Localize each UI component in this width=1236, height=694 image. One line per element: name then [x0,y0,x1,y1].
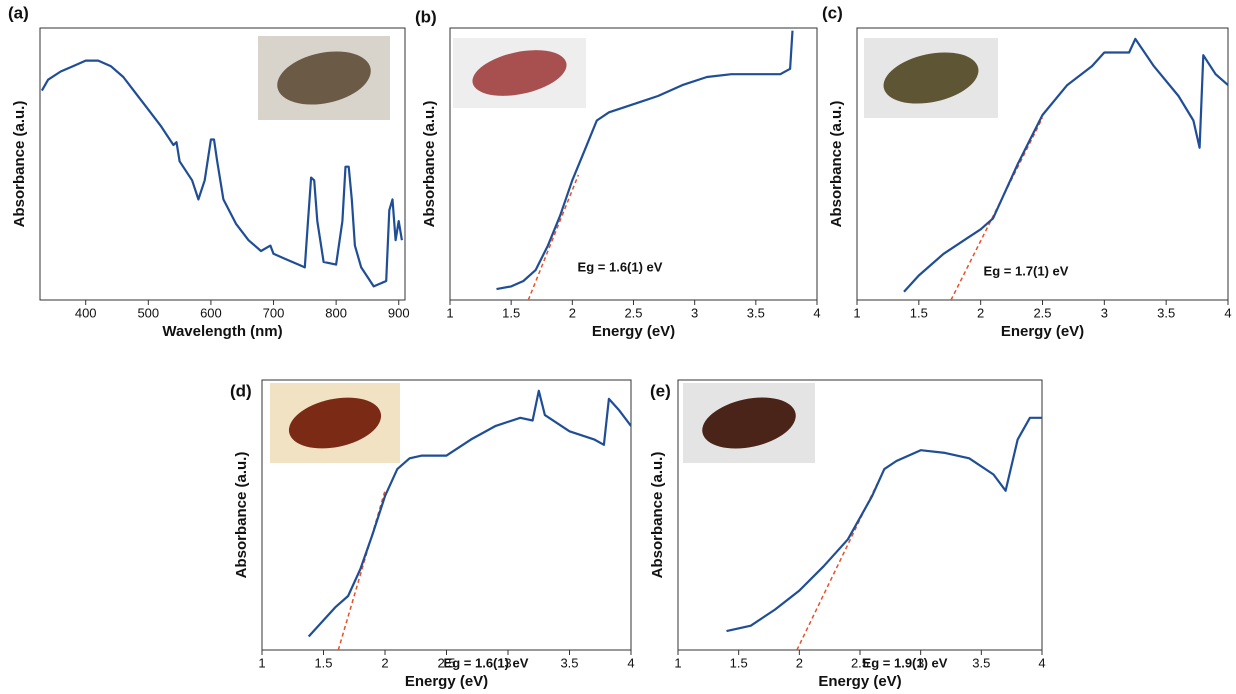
fit-line [796,468,885,650]
x-axis-label: Energy (eV) [818,673,901,690]
x-axis-label: Energy (eV) [592,323,675,340]
x-tick-label: 2 [796,655,803,670]
x-tick-label: 1.5 [502,305,520,320]
x-tick-label: 500 [137,305,159,320]
x-tick-label: 4 [1038,655,1045,670]
spectrum-line [726,416,1042,633]
y-axis-label: Absorbance (a.u.) [649,452,666,579]
x-tick-label: 1.5 [730,655,748,670]
x-tick-label: 3 [504,655,511,670]
x-tick-label: 3.5 [747,305,765,320]
band-gap-annotation: Eg = 1.7(1) eV [984,263,1069,278]
panel-label: (c) [822,3,843,22]
y-axis-label: Absorbance (a.u.) [421,101,438,228]
x-tick-label: 3.5 [560,655,578,670]
panel-label: (a) [8,3,29,22]
fit-line [527,174,580,300]
sample-powder [277,51,371,105]
band-gap-annotation: Eg = 1.6(1) eV [578,259,663,274]
spectrum-line [307,389,631,638]
spectrum-line [40,59,403,288]
sample-powder [472,50,567,96]
x-tick-label: 600 [200,305,222,320]
y-axis-label: Absorbance (a.u.) [233,452,250,579]
x-tick-label: 1.5 [910,305,928,320]
x-tick-label: 400 [75,305,97,320]
x-tick-label: 3.5 [1157,305,1175,320]
sample-powder [702,397,796,449]
panel-label: (d) [230,381,252,400]
x-tick-label: 2 [569,305,576,320]
x-tick-label: 1 [446,305,453,320]
panel-label: (e) [650,381,671,400]
x-tick-label: 1 [674,655,681,670]
x-tick-label: 1 [853,305,860,320]
x-tick-label: 1.5 [314,655,332,670]
y-axis-label: Absorbance (a.u.) [828,101,845,228]
y-axis-label: Absorbance (a.u.) [11,101,28,228]
x-tick-label: 4 [813,305,820,320]
x-axis-label: Wavelength (nm) [162,323,282,340]
x-tick-label: 900 [388,305,410,320]
x-tick-label: 3.5 [972,655,990,670]
plot-frame [39,27,406,301]
x-tick-label: 2.5 [851,655,869,670]
spectrum-line [496,30,794,291]
x-tick-label: 1 [258,655,265,670]
x-tick-label: 2.5 [624,305,642,320]
sample-powder [883,52,979,104]
x-tick-label: 2.5 [437,655,455,670]
x-tick-label: 2 [977,305,984,320]
x-tick-label: 3 [1101,305,1108,320]
x-tick-label: 4 [1224,305,1231,320]
x-tick-label: 800 [325,305,347,320]
band-gap-annotation: Eg = 1.6(1) eV [444,655,529,670]
x-tick-label: 3 [691,305,698,320]
x-tick-label: 2.5 [1033,305,1051,320]
x-tick-label: 2 [381,655,388,670]
panel-label: (b) [415,7,437,26]
x-tick-label: 3 [917,655,924,670]
sample-powder [288,397,382,449]
x-axis-label: Energy (eV) [1001,323,1084,340]
x-tick-label: 700 [263,305,285,320]
band-gap-annotation: Eg = 1.9(1) eV [863,655,948,670]
spectrum-line [903,37,1228,293]
x-tick-label: 4 [627,655,634,670]
x-axis-label: Energy (eV) [405,673,488,690]
